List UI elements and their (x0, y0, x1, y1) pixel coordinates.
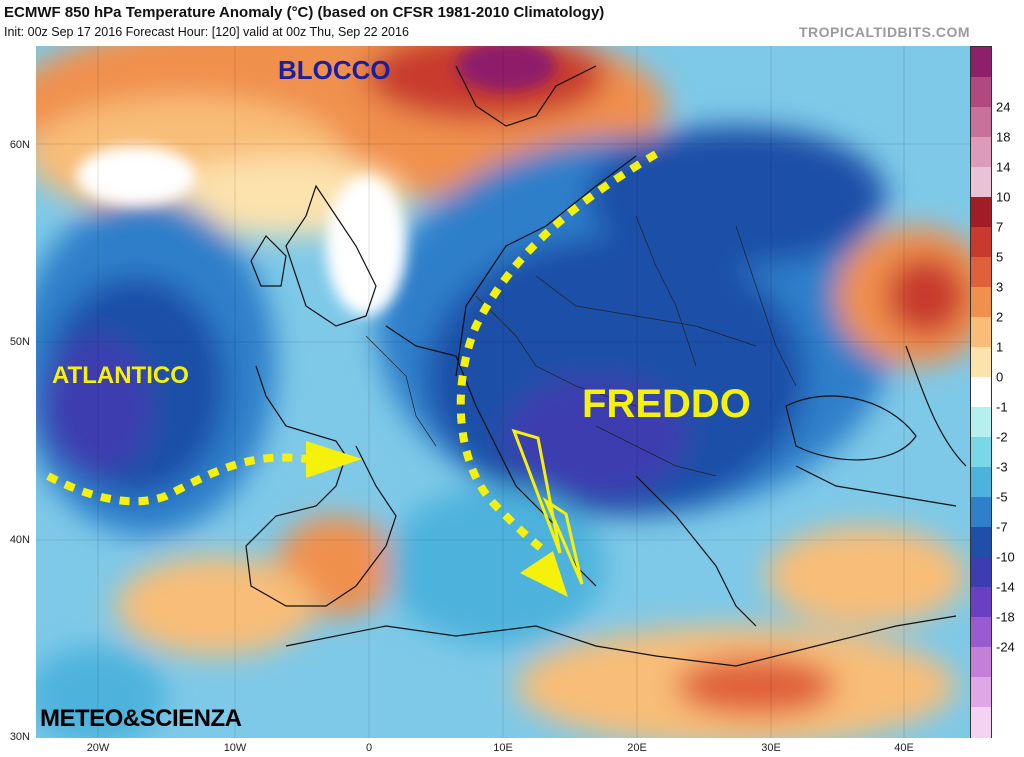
colorbar-label: 10 (996, 189, 1011, 205)
colorbar-segment (971, 467, 991, 498)
atlantic-arrowhead (306, 441, 362, 478)
colorbar-label: -1 (996, 399, 1008, 415)
colorbar-segment (971, 407, 991, 438)
lat-label-40n: 40N (9, 534, 30, 546)
anomaly-highlights (76, 46, 556, 316)
colorbar-label: 1 (996, 339, 1004, 355)
cold-flow-arrow (456, 150, 659, 552)
colorbar-segment (971, 707, 991, 738)
lat-label-60n: 60N (9, 139, 30, 151)
colorbar-segment (971, 377, 991, 408)
colorbar-segment (971, 167, 991, 198)
colorbar-segment (971, 617, 991, 648)
colorbar-segment (971, 197, 991, 228)
source-watermark: TROPICALTIDBITS.COM (798, 24, 970, 40)
map-canvas (36, 46, 970, 738)
colorbar-segment (971, 137, 991, 168)
colorbar-label: 18 (996, 129, 1011, 145)
colorbar-segment (971, 257, 991, 288)
colorbar-label: -7 (996, 519, 1008, 535)
colorbar-segment (971, 497, 991, 528)
colorbar-segment (971, 227, 991, 258)
lon-label-40e: 40E (894, 742, 914, 754)
thin-arrow-2 (542, 497, 584, 585)
lon-label-20e: 20E (627, 742, 647, 754)
lon-label-0: 0 (365, 742, 373, 754)
label-atlantico: ATLANTICO (52, 362, 189, 389)
atlantic-flow-arrow (46, 453, 307, 506)
label-blocco: BLOCCO (278, 55, 391, 85)
colorbar-label: 24 (996, 99, 1011, 115)
colorbar-label: -10 (996, 549, 1015, 565)
colorbar-segment (971, 437, 991, 468)
chart-title: ECMWF 850 hPa Temperature Anomaly (°C) (… (4, 4, 605, 21)
graticule (36, 46, 970, 738)
colorbar-segment (971, 287, 991, 318)
colorbar-label: 0 (996, 369, 1004, 385)
colorbar (970, 46, 992, 738)
anomaly-map (36, 46, 970, 738)
flow-arrows (46, 150, 659, 552)
colorbar-segment (971, 47, 991, 78)
colorbar-label: 3 (996, 279, 1004, 295)
colorbar-label: 7 (996, 219, 1004, 235)
colorbar-label: 14 (996, 159, 1011, 175)
cold-arrowhead (520, 551, 568, 597)
colorbar-segment (971, 107, 991, 138)
colorbar-label: -14 (996, 579, 1015, 595)
colorbar-segment (971, 527, 991, 558)
colorbar-segment (971, 77, 991, 108)
forecast-info: Init: 00z Sep 17 2016 Forecast Hour: [12… (4, 25, 409, 39)
colorbar-segment (971, 587, 991, 618)
colorbar-label: -2 (996, 429, 1008, 445)
lat-label-50n: 50N (9, 336, 30, 348)
coastlines (245, 65, 967, 667)
thin-arrow-1 (511, 428, 562, 554)
colorbar-segment (971, 677, 991, 708)
label-freddo: FREDDO (582, 382, 751, 426)
colorbar-label: -24 (996, 639, 1015, 655)
lat-label-30n: 30N (9, 731, 30, 743)
country-borders (365, 215, 797, 477)
lon-label-20w: 20W (86, 742, 110, 754)
colorbar-label: -3 (996, 459, 1008, 475)
colorbar-segment (971, 317, 991, 348)
colorbar-segment (971, 347, 991, 378)
colorbar-label: 5 (996, 249, 1004, 265)
colorbar-label: -5 (996, 489, 1008, 505)
lon-label-10e: 10E (493, 742, 513, 754)
colorbar-label: 2 (996, 309, 1004, 325)
lon-label-10w: 10W (223, 742, 247, 754)
credit-label: METEO&SCIENZA (40, 705, 242, 732)
lon-label-30e: 30E (761, 742, 781, 754)
colorbar-segment (971, 557, 991, 588)
colorbar-segment (971, 647, 991, 678)
colorbar-label: -18 (996, 609, 1015, 625)
